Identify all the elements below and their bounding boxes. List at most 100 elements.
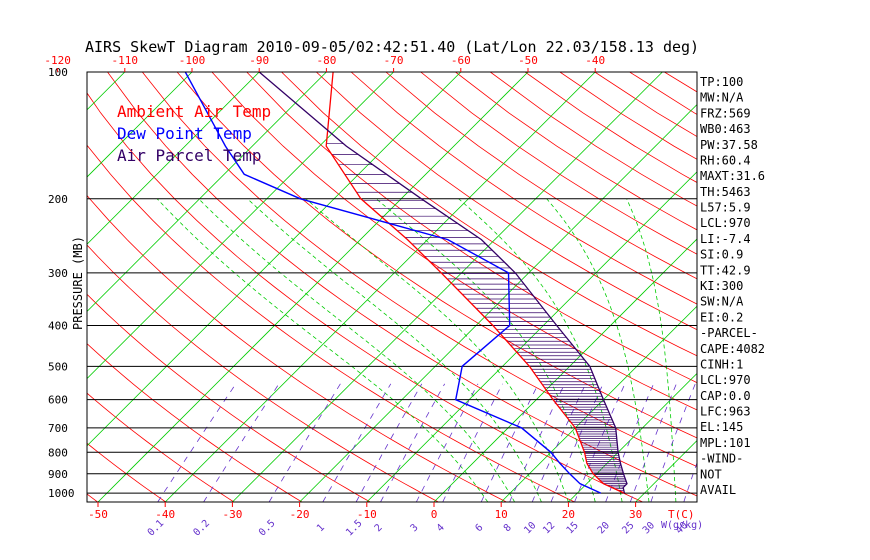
- mixing-ratio-label: 8: [502, 522, 514, 534]
- mixing-ratio-line: [322, 383, 392, 502]
- dry-adiabat: [804, 72, 870, 502]
- index-label: CINH:1: [700, 357, 743, 371]
- dry-adiabat: [87, 343, 303, 502]
- mixing-ratio-label: 25: [620, 520, 636, 536]
- dry-adiabat: [87, 144, 575, 502]
- legend-dew-point-temp: Dew Point Temp: [117, 124, 252, 143]
- mixing-ratio-label: 4: [435, 522, 447, 534]
- dry-adiabat: [350, 72, 697, 305]
- mixing-ratio-label: 0.2: [192, 518, 213, 539]
- top-temp-label: -120: [44, 54, 71, 67]
- mixing-ratio-line: [355, 383, 423, 502]
- moist-adiabat: [198, 198, 515, 502]
- dry-adiabat: [176, 72, 697, 439]
- bottom-temp-label: 10: [495, 508, 508, 521]
- isotherm: [500, 305, 697, 502]
- bottom-temp-label: -30: [222, 508, 242, 521]
- dry-adiabat: [420, 72, 697, 255]
- index-label: LCL:970: [700, 373, 751, 387]
- mixing-ratio-line: [380, 383, 446, 502]
- top-temp-label: -110: [112, 54, 139, 67]
- isotherm: [0, 72, 58, 502]
- dry-adiabat: [316, 72, 697, 331]
- index-label: EL:145: [700, 420, 743, 434]
- mixing-ratio-line: [509, 383, 566, 502]
- y-axis-label: PRESSURE (MB): [71, 236, 85, 330]
- bottom-temp-label: -50: [88, 508, 108, 521]
- pressure-tick-label: 300: [48, 267, 68, 280]
- dry-adiabat: [107, 72, 697, 497]
- mixing-ratio-label: 3: [409, 522, 421, 534]
- pressure-tick-label: 600: [48, 394, 68, 407]
- dry-adiabat: [385, 72, 697, 280]
- mixing-ratio-label: 15: [565, 520, 581, 536]
- mixing-ratio-label: 1: [315, 522, 327, 534]
- index-label: LFC:963: [700, 405, 751, 419]
- index-label: MPL:101: [700, 436, 751, 450]
- dry-adiabat: [769, 72, 870, 502]
- index-label: TH:5463: [700, 185, 751, 199]
- dry-adiabat: [490, 72, 697, 207]
- moist-adiabat: [305, 198, 569, 502]
- index-label: FRZ:569: [700, 106, 751, 120]
- index-label: NOT: [700, 467, 722, 481]
- top-temp-label: -70: [384, 54, 404, 67]
- moist-adiabat: [626, 198, 677, 502]
- isotherm: [635, 440, 697, 502]
- pressure-tick-label: 200: [48, 193, 68, 206]
- mixing-ratio-label: 30: [641, 520, 657, 536]
- dry-adiabat: [211, 72, 697, 411]
- mixing-ratio-label: 2: [373, 522, 385, 534]
- isotherm: [97, 72, 529, 502]
- pressure-tick-label: 500: [48, 360, 68, 373]
- index-label: MW:N/A: [700, 91, 744, 105]
- pressure-tick-label: 900: [48, 468, 68, 481]
- dry-adiabat: [0, 72, 29, 502]
- top-temp-label: -50: [518, 54, 538, 67]
- isotherm: [87, 72, 327, 312]
- index-label: -PARCEL-: [700, 326, 758, 340]
- dry-adiabat: [87, 442, 166, 502]
- mixing-ratio-line: [157, 383, 237, 502]
- mixing-ratio-line: [415, 383, 479, 502]
- index-label: -WIND-: [700, 452, 743, 466]
- dry-adiabat: [734, 72, 870, 502]
- index-label: TT:42.9: [700, 263, 751, 277]
- mixing-ratio-label: 10: [522, 520, 538, 536]
- mixing-ratio-label: 0.5: [257, 518, 278, 539]
- index-label: MAXT:31.6: [700, 169, 765, 183]
- dry-adiabat: [838, 72, 870, 502]
- isotherm: [87, 72, 462, 447]
- isotherm: [87, 72, 126, 111]
- series-ambient-air-temp: [325, 72, 625, 494]
- legend-ambient-air-temp: Ambient Air Temp: [117, 102, 271, 121]
- dry-adiabat: [87, 293, 371, 502]
- dry-adiabat: [246, 72, 697, 384]
- bottom-temp-label: 20: [562, 508, 575, 521]
- legend: Ambient Air Temp Dew Point Temp Air Parc…: [117, 102, 271, 165]
- isotherm: [164, 72, 596, 502]
- index-label: TP:100: [700, 75, 743, 89]
- bottom-temp-label: -20: [290, 508, 310, 521]
- isotherm: [366, 171, 697, 502]
- chart-title: AIRS SkewT Diagram 2010-09-05/02:42:51.4…: [85, 38, 699, 56]
- mixing-ratio-line: [442, 383, 503, 502]
- isotherm: [232, 72, 663, 502]
- index-label: SI:0.9: [700, 248, 743, 262]
- pressure-tick-label: 700: [48, 422, 68, 435]
- dry-adiabat: [87, 194, 507, 502]
- isotherm: [299, 104, 697, 502]
- isotherm: [87, 72, 193, 178]
- mixing-ratio-line: [683, 461, 697, 502]
- pressure-tick-label: 400: [48, 320, 68, 333]
- bottom-temp-label: 30: [629, 508, 642, 521]
- index-label: SW:N/A: [700, 295, 744, 309]
- dry-adiabat: [524, 72, 697, 183]
- bottom-temp-label: -10: [357, 508, 377, 521]
- mixing-ratio-label: 6: [473, 522, 485, 534]
- x-axis-label: T(C): [668, 508, 695, 521]
- mixing-ratio-label: 0.1: [146, 518, 167, 539]
- bottom-temp-label: 0: [431, 508, 438, 521]
- isotherm: [433, 238, 697, 502]
